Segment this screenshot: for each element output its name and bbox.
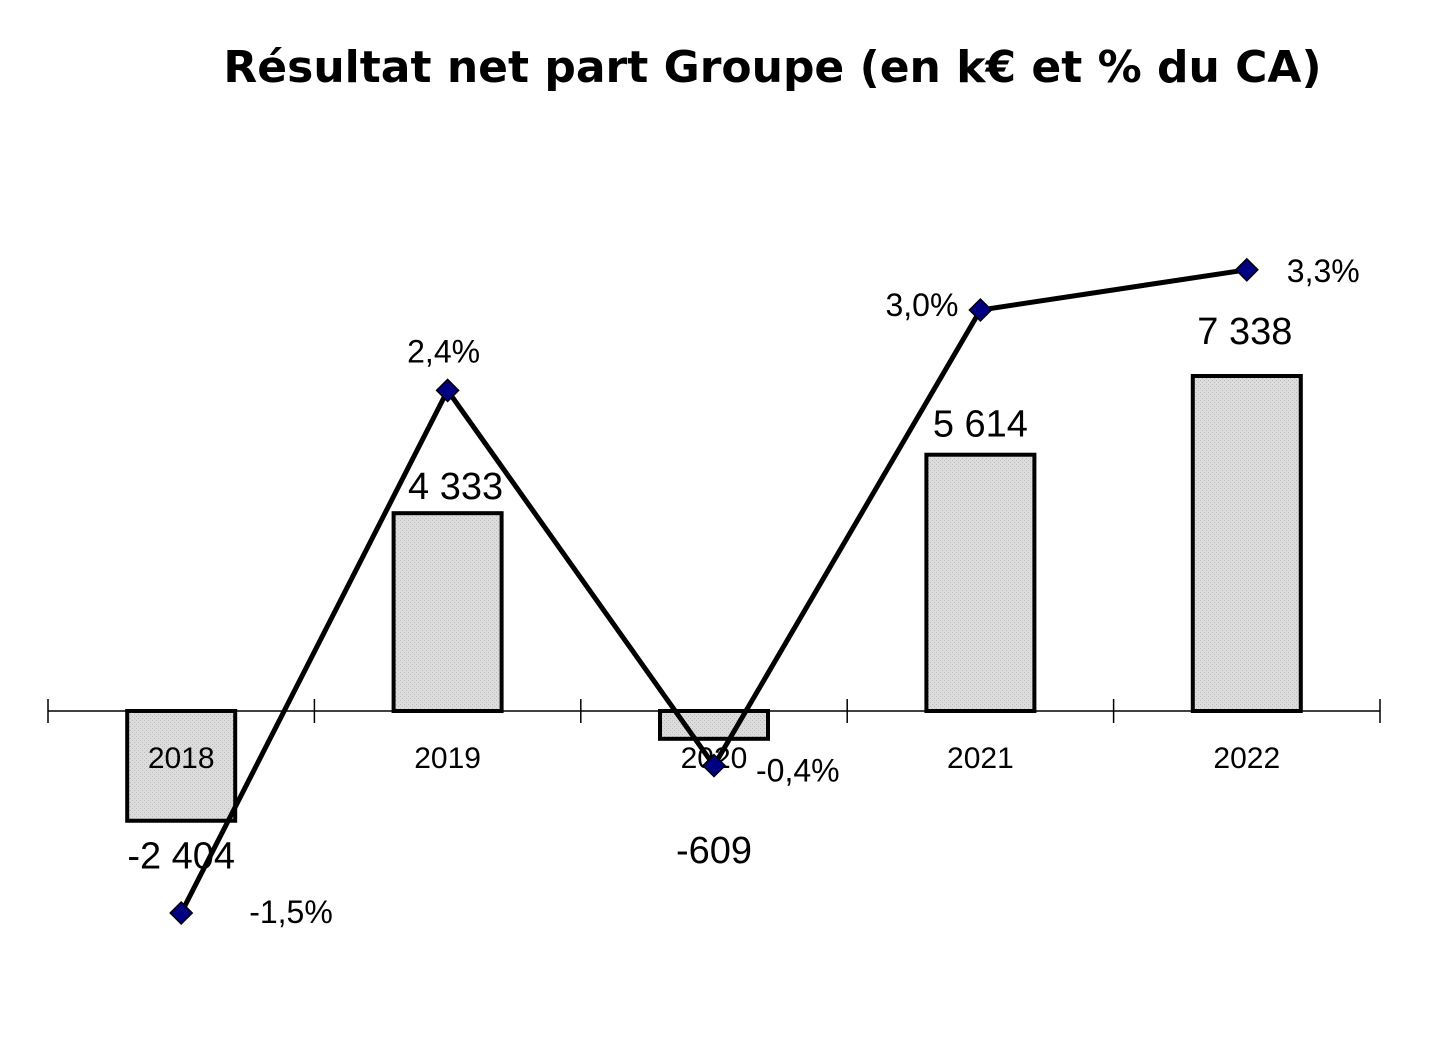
bar-value-label-2018: -2 404 <box>127 836 235 878</box>
pct-value-label-2019: 2,4% <box>407 333 480 369</box>
pct-value-label-2021: 3,0% <box>885 287 958 323</box>
pct-series-line <box>178 267 1248 915</box>
pct-marker-2021 <box>968 297 993 323</box>
pct-marker-2018 <box>169 900 194 926</box>
x-tick-label-2021: 2021 <box>947 742 1014 775</box>
bar-2022 <box>1190 374 1303 713</box>
pct-value-label-2018: -1,5% <box>249 894 333 930</box>
chart-title: Résultat net part Groupe (en k€ et % du … <box>223 42 1322 93</box>
bar-2021 <box>924 452 1037 713</box>
x-tick-label-2022: 2022 <box>1213 742 1280 775</box>
x-tick-label-2018: 2018 <box>148 742 215 775</box>
pct-marker-2020 <box>701 753 727 778</box>
bar-value-label-2020: -609 <box>676 830 752 872</box>
pct-value-label-2022: 3,3% <box>1287 253 1360 289</box>
pct-marker-2019 <box>435 378 460 403</box>
bar-value-label-2022: 7 338 <box>1197 311 1292 353</box>
bar-2019 <box>391 511 504 714</box>
bar-value-label-2021: 5 614 <box>933 404 1028 446</box>
x-tick-label-2019: 2019 <box>414 742 481 775</box>
pct-marker-2022 <box>1234 257 1259 282</box>
pct-value-label-2020: -0,4% <box>756 753 840 789</box>
bar-value-label-2019: 4 333 <box>408 466 503 508</box>
bar-2018 <box>125 709 238 823</box>
